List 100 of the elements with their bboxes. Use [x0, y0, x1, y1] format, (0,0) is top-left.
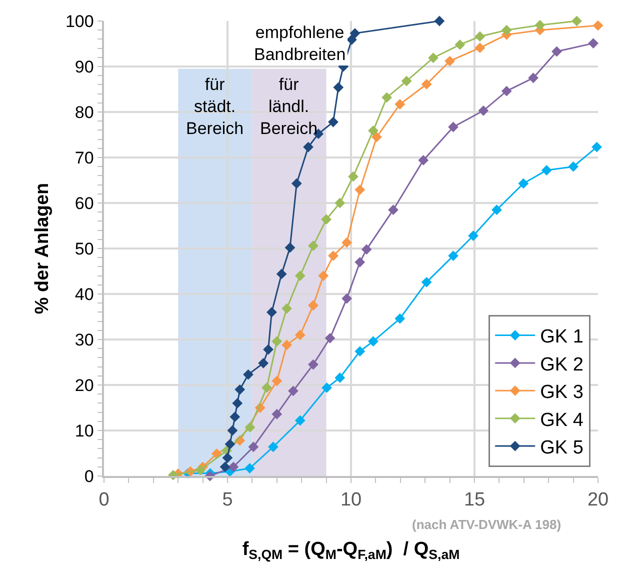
point	[401, 76, 412, 86]
point	[303, 142, 314, 152]
point	[272, 408, 282, 420]
legend-label: GK 1	[540, 326, 584, 348]
point	[294, 270, 306, 281]
legend-label: GK 5	[540, 437, 584, 458]
point	[501, 86, 512, 96]
point	[234, 384, 246, 395]
x-axis-title: f$_{S,QM}$ = (Q$_{M}$-Q$_{F,aM}$) / Q$_{S,aM}$	[242, 538, 460, 562]
y-tick-label: 10	[74, 421, 94, 440]
y-tick-label: 100	[65, 12, 94, 31]
point	[230, 412, 240, 422]
point	[222, 452, 233, 463]
point	[342, 237, 352, 248]
point	[454, 39, 466, 50]
point	[418, 155, 429, 166]
point	[534, 20, 546, 30]
x-tick-label: 15	[464, 490, 486, 511]
point	[518, 178, 529, 189]
legend-label: GK 4	[540, 410, 584, 431]
point	[394, 313, 406, 324]
point	[588, 38, 599, 48]
point	[592, 142, 602, 152]
point	[592, 20, 604, 31]
point	[568, 161, 578, 172]
y-tick-label: 60	[74, 194, 94, 213]
point	[468, 230, 478, 241]
point	[421, 276, 432, 288]
legend-label: GK 3	[540, 382, 584, 404]
point	[334, 198, 346, 208]
point	[342, 293, 352, 304]
x-tick-label: 20	[587, 490, 609, 511]
point	[294, 415, 306, 426]
point	[541, 165, 552, 176]
point	[244, 422, 256, 433]
point	[272, 336, 282, 347]
point	[268, 442, 278, 452]
point	[501, 24, 512, 36]
point	[528, 72, 538, 84]
band-label: für ländl. Bereich	[260, 75, 318, 138]
point	[308, 359, 318, 370]
y-tick-label: 90	[74, 57, 94, 76]
point	[333, 82, 344, 93]
point	[478, 105, 489, 116]
point	[288, 386, 298, 396]
y-tick-label: 70	[74, 148, 94, 168]
point	[371, 132, 382, 142]
point	[232, 398, 243, 408]
y-tick-label: 40	[74, 284, 94, 304]
point	[282, 340, 292, 350]
point	[321, 214, 332, 225]
point	[572, 16, 582, 26]
point	[266, 307, 277, 318]
point	[195, 464, 206, 476]
point	[421, 79, 432, 90]
point	[388, 204, 398, 216]
point	[334, 372, 346, 383]
y-tick-label: 20	[74, 376, 94, 395]
y-tick-label: 80	[74, 102, 94, 122]
point	[227, 425, 238, 436]
point	[248, 442, 259, 452]
point	[276, 268, 287, 280]
point	[272, 376, 282, 386]
point	[382, 92, 392, 103]
point	[368, 125, 378, 136]
point	[350, 28, 360, 38]
point	[354, 346, 366, 357]
band-label: für städt. Bereich	[186, 75, 244, 138]
point	[346, 34, 357, 45]
point	[361, 244, 372, 255]
point	[228, 462, 239, 472]
point	[474, 31, 486, 42]
point	[294, 330, 306, 340]
point	[220, 462, 230, 472]
point	[354, 184, 366, 196]
point	[368, 336, 378, 347]
point	[328, 116, 338, 128]
point	[394, 99, 406, 110]
point	[348, 171, 358, 182]
point	[308, 240, 318, 251]
point	[434, 16, 445, 26]
legend-label: GK 2	[540, 354, 584, 376]
y-tick-label: 0	[84, 466, 94, 486]
point	[444, 56, 455, 66]
point	[258, 358, 269, 368]
point	[328, 250, 338, 261]
y-tick-label: 50	[74, 239, 94, 258]
point	[448, 250, 458, 261]
point	[243, 369, 254, 380]
point	[262, 382, 272, 393]
point	[428, 52, 438, 64]
point	[263, 344, 274, 355]
annotation: empfohlene Bandbreiten	[254, 23, 346, 64]
point	[308, 300, 318, 311]
text: (nach ATV-DVWK-A 198)	[412, 517, 562, 532]
point	[448, 122, 458, 132]
point	[552, 46, 562, 57]
point	[322, 382, 332, 393]
y-axis-title: % der Anlagen	[32, 182, 53, 314]
point	[244, 463, 255, 474]
